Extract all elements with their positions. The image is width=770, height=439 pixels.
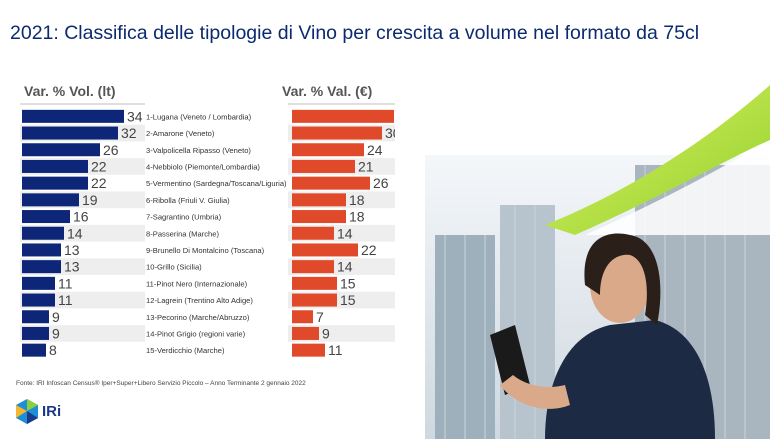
volume-value-label: 11 [58,275,73,291]
category-label: 14-Pinot Grigio (regioni varie) [146,329,246,338]
category-label: 3-Valpolicella Ripasso (Veneto) [146,146,251,155]
value-value-label: 18 [349,209,365,225]
value-value-label: 7 [316,309,324,325]
volume-bar [22,276,55,290]
volume-bar [22,343,46,357]
value-bar [292,126,382,140]
volume-value-label: 19 [82,192,98,208]
volume-bar [22,159,88,173]
volume-value-label: 11 [58,292,73,308]
logo-wordmark: IRi [42,403,62,420]
volume-bar [22,260,61,274]
volume-chart-title: Var. % Vol. (lt) [24,83,116,99]
volume-value-label: 8 [49,342,57,358]
volume-bar [22,176,88,190]
row-stripe [20,325,145,342]
value-bar [292,109,394,123]
page-title: 2021: Classifica delle tipologie di Vino… [10,22,700,44]
value-bar [292,343,325,357]
woman-with-smartphone-photo [395,85,770,439]
category-label: 8-Passerina (Marche) [146,229,219,238]
value-bar [292,210,346,224]
value-bar [292,143,364,157]
volume-value-label: 9 [52,325,60,341]
value-bar [292,293,337,307]
value-value-label: 15 [340,292,356,308]
volume-value-label: 22 [91,158,107,174]
category-label: 7-Sagrantino (Umbria) [146,213,222,222]
volume-value-label: 16 [73,209,89,225]
value-value-label: 15 [340,275,356,291]
value-value-label: 26 [373,175,389,191]
category-label: 11-Pinot Nero (Internazionale) [146,279,248,288]
value-bar [292,176,370,190]
category-label: 12-Lagrein (Trentino Alto Adige) [146,296,253,305]
volume-bar [22,143,100,157]
category-label: 2-Amarone (Veneto) [146,129,215,138]
category-label: 6-Ribolla (Friuli V. Giulia) [146,196,230,205]
category-label: 10-Grillo (Sicilia) [146,263,202,272]
category-label: 4-Nebbiolo (Piemonte/Lombardia) [146,162,260,171]
value-bar [292,310,313,324]
volume-bar [22,326,49,340]
value-chart-title: Var. % Val. (€) [282,83,373,99]
volume-value-label: 13 [64,242,80,258]
volume-value-label: 22 [91,175,107,191]
category-label: 9-Brunello Di Montalcino (Toscana) [146,246,265,255]
volume-bar [22,193,79,207]
volume-bar [22,243,61,257]
volume-value-label: 14 [67,225,83,241]
category-label: 13-Pecorino (Marche/Abruzzo) [146,313,250,322]
value-value-label: 9 [322,325,330,341]
volume-bar [22,293,55,307]
iri-logo-icon [16,399,38,424]
value-bar [292,260,334,274]
category-label: 1-Lugana (Veneto / Lombardia) [146,112,252,121]
volume-bar [22,226,64,240]
value-value-label: 11 [328,342,343,358]
value-bar [292,243,358,257]
source-note: Fonte: IRI Infoscan Census® Iper+Super+L… [16,380,306,387]
category-label: 5-Vermentino (Sardegna/Toscana/Liguria) [146,179,287,188]
value-value-label: 18 [349,192,365,208]
value-bar [292,326,319,340]
volume-value-label: 32 [121,125,137,141]
value-value-label: 24 [367,142,383,158]
volume-bar [22,310,49,324]
category-label: 15-Verdicchio (Marche) [146,346,225,355]
volume-value-label: 13 [64,259,80,275]
value-bar [292,193,346,207]
value-value-label: 14 [337,225,353,241]
value-value-label: 21 [358,158,374,174]
value-bar [292,276,337,290]
volume-value-label: 9 [52,309,60,325]
value-value-label: 22 [361,242,377,258]
volume-bar [22,126,118,140]
value-bar [292,159,355,173]
row-stripe [288,325,425,342]
volume-bar [22,109,124,123]
volume-bar [22,210,70,224]
volume-value-label: 34 [127,108,143,124]
volume-value-label: 26 [103,142,119,158]
value-value-label: 14 [337,259,353,275]
value-bar [292,226,334,240]
